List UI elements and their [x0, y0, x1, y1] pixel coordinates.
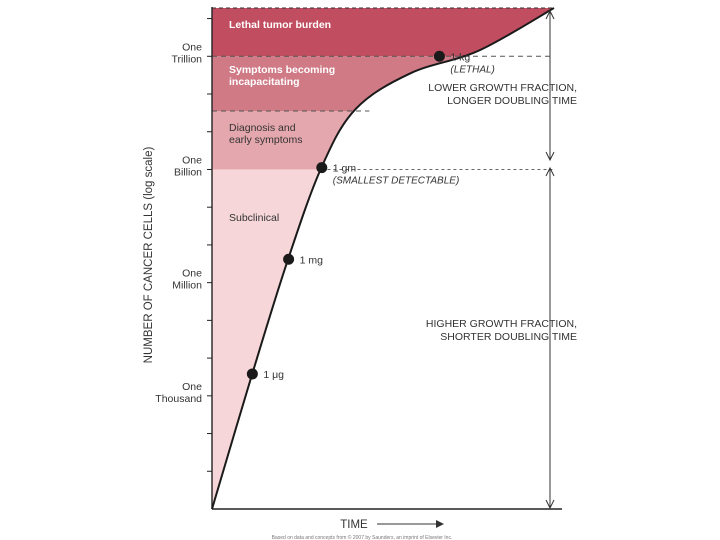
zone-boundaries — [212, 7, 554, 170]
point-1-kilogram — [433, 50, 445, 62]
lower-growth-bracket-head-bottom — [545, 151, 555, 162]
tick-label-one-thousand: Thousand — [155, 393, 202, 405]
tick-label-one-billion: One — [182, 154, 202, 166]
point-1-gram-sublabel: (SMALLEST DETECTABLE) — [333, 176, 460, 187]
data-points-layer: 1 μg 1 mg 1 gm(SMALLEST DETECTABLE) 1 kg(LE… — [246, 50, 495, 381]
higher-growth-bracket-head-bottom — [545, 499, 555, 510]
tick-label-one-million: One — [182, 268, 202, 280]
zone-label-symptoms-incapacitating: Symptoms becoming — [229, 64, 335, 76]
tick-label-one-trillion: One — [182, 41, 202, 53]
point-1-milligram — [283, 253, 295, 265]
tick-label-one-thousand: One — [182, 381, 202, 393]
point-1-microgram-label: 1 μg — [263, 369, 284, 381]
zone-lethal-tumor-burden — [212, 8, 554, 57]
source-caption: Based on data and concepts from © 2007 b… — [272, 534, 453, 540]
point-1-kilogram-label: 1 kg — [450, 51, 470, 63]
zone-label-diagnosis-early-symptoms: Diagnosis and — [229, 122, 296, 134]
point-1-milligram-label: 1 mg — [300, 254, 324, 266]
point-1-gram-label: 1 gm — [333, 163, 357, 175]
tick-label-one-million: Million — [172, 280, 202, 292]
labels-layer: Lethal tumor burden Symptoms becominginca… — [229, 9, 577, 540]
point-1-kilogram-sublabel: (LETHAL) — [450, 64, 494, 75]
zone-label-lethal-tumor-burden: Lethal tumor burden — [229, 19, 331, 31]
axes: OneTrillionOneBillionOneMillionOneThousa… — [143, 7, 562, 531]
zone-label-symptoms-incapacitating: incapacitating — [229, 76, 300, 88]
annotation-higher-growth-fraction: HIGHER GROWTH FRACTION, — [426, 318, 577, 330]
tick-label-one-billion: Billion — [174, 166, 202, 178]
annotation-lower-growth-fraction: LONGER DOUBLING TIME — [447, 95, 577, 107]
annotation-higher-growth-fraction: SHORTER DOUBLING TIME — [440, 331, 577, 343]
zone-label-subclinical: Subclinical — [229, 212, 279, 224]
tick-label-one-trillion: Trillion — [171, 53, 202, 65]
zone-label-diagnosis-early-symptoms: early symptoms — [229, 134, 303, 146]
y-axis-title: NUMBER OF CANCER CELLS (log scale) — [143, 147, 155, 364]
higher-growth-bracket-head-top — [545, 166, 555, 177]
point-1-microgram — [246, 368, 258, 380]
point-1-gram — [316, 162, 328, 174]
x-axis-title: TIME — [340, 519, 368, 531]
annotation-lower-growth-fraction: LOWER GROWTH FRACTION, — [428, 82, 577, 94]
lower-growth-bracket-head-top — [545, 9, 555, 20]
